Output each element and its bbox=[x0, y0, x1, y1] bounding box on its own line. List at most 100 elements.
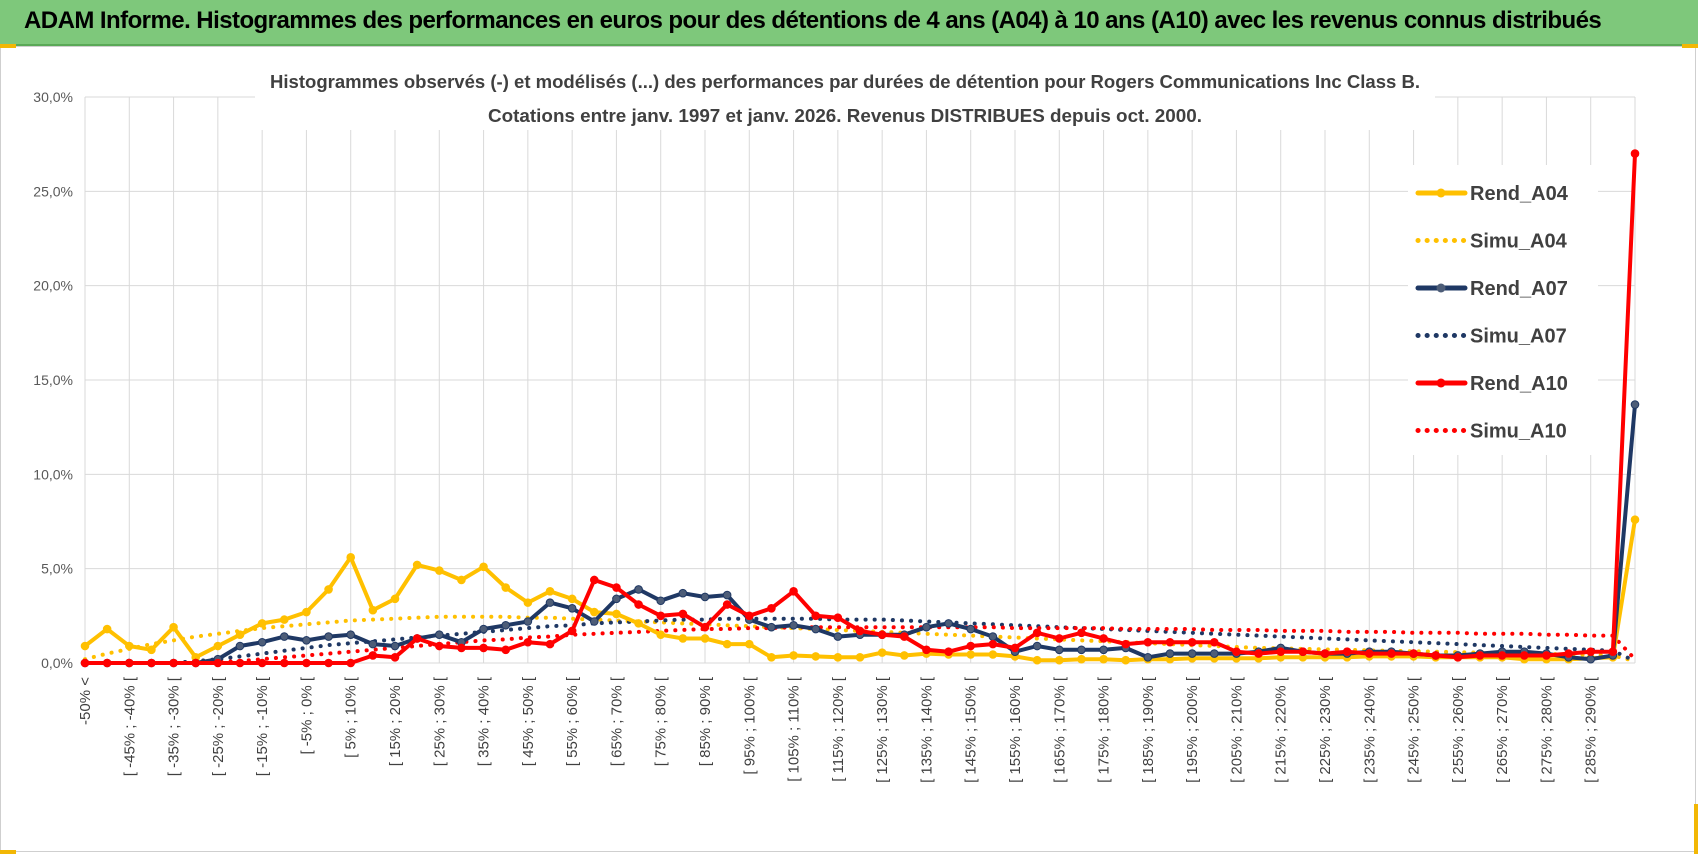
data-point-rend-a10 bbox=[1165, 637, 1175, 647]
data-point-rend-a10 bbox=[434, 641, 444, 651]
data-point-rend-a04 bbox=[567, 594, 577, 604]
data-point-rend-a04 bbox=[767, 653, 776, 662]
data-point-rend-a10 bbox=[1077, 628, 1086, 638]
data-point-rend-a10 bbox=[612, 583, 621, 592]
data-point-rend-a04 bbox=[1054, 655, 1064, 665]
data-point-rend-a10 bbox=[169, 658, 178, 668]
data-point-rend-a10 bbox=[324, 658, 333, 668]
legend-marker bbox=[1436, 283, 1446, 293]
data-point-rend-a07 bbox=[1187, 649, 1197, 658]
data-point-rend-a07 bbox=[833, 632, 843, 641]
data-point-rend-a07 bbox=[1077, 645, 1086, 655]
x-tick-label: [ 105% ; 110% [ bbox=[786, 676, 803, 782]
data-point-rend-a07 bbox=[678, 588, 688, 598]
data-point-rend-a10 bbox=[479, 643, 488, 653]
data-point-rend-a10 bbox=[656, 611, 666, 621]
data-point-rend-a10 bbox=[1298, 647, 1308, 656]
data-point-rend-a10 bbox=[1254, 649, 1263, 658]
x-tick-label: [ 245% ; 250% [ bbox=[1406, 676, 1423, 783]
data-point-rend-a10 bbox=[1409, 649, 1418, 658]
x-tick-label: [ 285% ; 290% [ bbox=[1583, 676, 1600, 783]
chart-frame bbox=[0, 46, 1696, 852]
x-tick-label: [ 235% ; 240% [ bbox=[1361, 676, 1378, 783]
data-point-rend-a10 bbox=[80, 658, 90, 668]
data-point-rend-a10 bbox=[1630, 149, 1640, 158]
data-point-rend-a07 bbox=[346, 630, 356, 640]
data-point-rend-a04 bbox=[501, 583, 511, 592]
data-point-rend-a07 bbox=[922, 622, 931, 632]
x-tick-label: [ 265% ; 270% [ bbox=[1494, 676, 1511, 783]
x-tick-label: [ 35% ; 40% [ bbox=[476, 676, 493, 766]
data-point-rend-a10 bbox=[922, 645, 931, 655]
data-point-rend-a10 bbox=[1564, 649, 1573, 658]
legend-marker bbox=[1436, 188, 1446, 198]
data-point-rend-a07 bbox=[1165, 649, 1175, 658]
x-tick-label: [ 55% ; 60% [ bbox=[564, 676, 581, 766]
x-tick-label: -50% < bbox=[77, 677, 94, 725]
data-point-rend-a04 bbox=[545, 587, 555, 596]
x-tick-label: [ 25% ; 30% [ bbox=[431, 676, 448, 766]
data-point-rend-a10 bbox=[1387, 649, 1396, 658]
y-tick-label: 20,0% bbox=[33, 278, 73, 294]
data-point-rend-a10 bbox=[1519, 651, 1529, 660]
data-point-rend-a07 bbox=[302, 636, 311, 645]
data-point-rend-a04 bbox=[457, 575, 466, 585]
data-point-rend-a04 bbox=[988, 650, 998, 659]
data-point-rend-a10 bbox=[279, 658, 289, 668]
data-point-rend-a10 bbox=[1364, 649, 1374, 658]
chart-title: Histogrammes observés (-) et modélisés (… bbox=[270, 72, 1420, 92]
data-point-rend-a10 bbox=[346, 658, 356, 668]
data-point-rend-a07 bbox=[390, 641, 400, 651]
x-tick-label: [ 175% ; 180% [ bbox=[1096, 676, 1113, 783]
data-point-rend-a07 bbox=[589, 617, 599, 626]
data-point-rend-a04 bbox=[656, 630, 666, 640]
data-point-rend-a10 bbox=[1342, 647, 1352, 656]
x-tick-label: [ 195% ; 200% [ bbox=[1184, 676, 1201, 783]
x-tick-label: [ 95% ; 100% [ bbox=[741, 676, 758, 774]
series-line-simu-a07 bbox=[83, 616, 1637, 665]
data-point-rend-a04 bbox=[102, 624, 112, 634]
data-point-rend-a10 bbox=[589, 575, 599, 585]
data-point-rend-a04 bbox=[634, 619, 643, 628]
data-point-rend-a04 bbox=[346, 553, 356, 562]
y-tick-label: 25,0% bbox=[33, 183, 73, 199]
data-point-rend-a07 bbox=[1032, 641, 1042, 651]
x-tick-label: [ 275% ; 280% [ bbox=[1538, 676, 1555, 783]
data-point-rend-a07 bbox=[988, 632, 998, 641]
report-banner: ADAM Informe. Histogrammes des performan… bbox=[0, 0, 1698, 46]
data-point-rend-a10 bbox=[1608, 647, 1618, 656]
data-point-rend-a07 bbox=[1630, 400, 1640, 409]
data-point-rend-a07 bbox=[567, 603, 577, 613]
data-point-rend-a10 bbox=[700, 622, 710, 632]
data-point-rend-a07 bbox=[1143, 653, 1153, 662]
data-point-rend-a07 bbox=[656, 596, 666, 606]
data-point-rend-a07 bbox=[545, 598, 555, 607]
data-point-rend-a04 bbox=[434, 566, 444, 575]
data-point-rend-a07 bbox=[811, 624, 821, 634]
data-point-rend-a10 bbox=[457, 643, 466, 653]
data-point-rend-a10 bbox=[1187, 637, 1197, 647]
data-point-rend-a10 bbox=[767, 603, 776, 613]
legend-label: Rend_A07 bbox=[1470, 278, 1568, 300]
data-point-rend-a07 bbox=[944, 619, 953, 628]
data-point-rend-a10 bbox=[235, 658, 245, 668]
legend-label: Simu_A07 bbox=[1470, 326, 1567, 348]
data-point-rend-a04 bbox=[789, 651, 798, 660]
series-line-rend-a10 bbox=[83, 151, 1637, 665]
data-point-rend-a10 bbox=[744, 611, 754, 621]
data-point-rend-a10 bbox=[966, 641, 976, 651]
data-point-rend-a10 bbox=[147, 658, 156, 668]
data-point-rend-a10 bbox=[811, 611, 821, 621]
data-point-rend-a10 bbox=[124, 658, 134, 668]
axis-layer: 0,0% 5,0% 10,0% 15,0% 20,0% 25,0% 30,0% -50% < [… bbox=[33, 89, 1599, 783]
data-point-rend-a07 bbox=[279, 632, 289, 641]
y-tick-label: 30,0% bbox=[33, 89, 73, 105]
data-point-rend-a04 bbox=[966, 650, 976, 659]
data-point-rend-a10 bbox=[257, 658, 267, 668]
x-tick-label: [ 215% ; 220% [ bbox=[1273, 676, 1290, 783]
data-point-rend-a10 bbox=[877, 630, 887, 640]
data-point-rend-a10 bbox=[213, 658, 223, 668]
data-point-rend-a07 bbox=[523, 617, 533, 626]
data-point-rend-a04 bbox=[1077, 654, 1086, 664]
data-point-rend-a07 bbox=[1099, 645, 1108, 655]
